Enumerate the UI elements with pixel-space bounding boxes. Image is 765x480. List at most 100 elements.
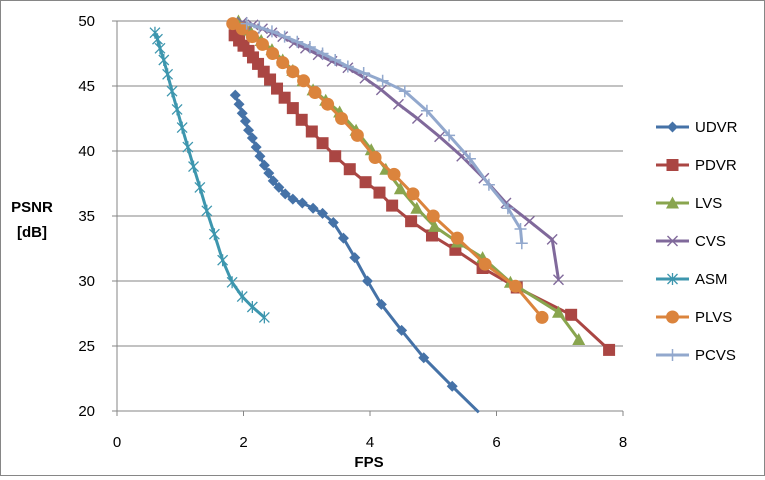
data-point-asm-1	[152, 33, 163, 46]
data-point-asm-6	[171, 103, 183, 116]
data-point-pdvr-20	[425, 229, 438, 242]
data-point-plvs-13	[387, 167, 401, 181]
data-point-pcvs-17	[514, 223, 527, 235]
data-point-pdvr-8	[271, 82, 284, 95]
data-point-asm-4	[162, 68, 174, 81]
x-tick-label-6: 6	[492, 434, 500, 451]
data-point-plvs-11	[350, 128, 364, 142]
data-point-pcvs-13	[443, 129, 456, 142]
data-point-pcvs-10	[376, 74, 389, 87]
legend-label-pdvr: PDVR	[695, 157, 737, 174]
y-tick-labels: 20 25 30 35 40 45 50	[78, 13, 95, 420]
data-point-pdvr-4	[246, 51, 259, 64]
legend-entry-cvs: CVS	[656, 233, 726, 250]
legend-swatch-marker-plvs	[666, 310, 679, 324]
y-tick-label-25: 25	[78, 338, 95, 355]
data-point-cvs-20	[552, 274, 564, 286]
data-point-pdvr-11	[295, 113, 308, 126]
series-udvr	[229, 89, 480, 414]
data-point-pdvr-17	[373, 186, 386, 199]
y-axis-title-line2: [dB]	[17, 224, 47, 241]
data-point-pcvs-14	[463, 152, 476, 165]
data-point-asm-3	[158, 54, 170, 66]
legend-label-udvr: UDVR	[695, 119, 738, 136]
data-point-pcvs-7	[329, 54, 342, 66]
data-point-udvr-11	[273, 181, 285, 193]
data-point-plvs-2	[245, 30, 259, 44]
data-point-pdvr-15	[343, 163, 356, 176]
series-line-udvr	[233, 94, 480, 414]
data-point-udvr-0	[229, 89, 241, 101]
data-point-udvr-24	[446, 380, 458, 392]
data-point-lvs-13	[393, 182, 407, 195]
legend-swatch-marker-lvs	[666, 196, 679, 209]
y-axis-title-line1: PSNR	[11, 199, 53, 216]
data-point-asm-7	[176, 121, 188, 134]
data-point-pdvr-18	[386, 199, 399, 212]
data-point-udvr-13	[287, 193, 299, 205]
data-point-pcvs-1	[253, 21, 266, 34]
x-tick-label-8: 8	[619, 434, 627, 451]
data-point-udvr-5	[246, 132, 258, 144]
data-point-plvs-18	[508, 279, 522, 293]
data-point-pcvs-3	[278, 30, 291, 43]
legend-entry-plvs: PLVS	[656, 309, 732, 326]
data-point-pdvr-9	[278, 91, 291, 104]
data-point-pdvr-5	[252, 57, 265, 70]
data-point-pcvs-18	[515, 237, 528, 250]
y-tick-label-35: 35	[78, 208, 95, 225]
data-point-udvr-7	[254, 150, 266, 162]
legend: UDVR PDVR LVS CVS ASM PLVS PCVS	[656, 119, 738, 364]
data-point-pcvs-11	[398, 85, 411, 98]
data-point-udvr-4	[243, 124, 255, 136]
data-point-plvs-3	[255, 37, 269, 51]
axes	[112, 20, 624, 416]
data-point-pdvr-7	[264, 73, 277, 86]
legend-entry-pcvs: PCVS	[656, 347, 736, 364]
data-point-asm-17	[258, 311, 270, 324]
data-point-asm-14	[226, 276, 238, 289]
x-tick-label-4: 4	[366, 434, 374, 451]
data-point-plvs-19	[535, 310, 549, 324]
data-point-plvs-4	[266, 47, 280, 60]
data-point-pdvr-12	[305, 125, 318, 138]
data-point-udvr-12	[279, 188, 291, 200]
legend-swatch-marker-udvr	[667, 121, 678, 133]
data-point-asm-5	[166, 85, 178, 98]
grid-lines	[117, 20, 623, 347]
data-point-pcvs-0	[240, 17, 253, 30]
legend-label-plvs: PLVS	[695, 309, 732, 326]
data-point-cvs-12	[392, 98, 404, 110]
data-point-pdvr-10	[286, 102, 299, 115]
data-point-lvs-20	[572, 333, 586, 345]
data-point-udvr-21	[375, 298, 387, 310]
legend-entry-udvr: UDVR	[656, 119, 738, 136]
data-point-asm-11	[201, 204, 213, 217]
data-point-plvs-8	[308, 86, 322, 99]
data-point-pcvs-12	[420, 104, 433, 117]
data-point-pdvr-19	[405, 215, 418, 228]
data-point-pcvs-15	[482, 178, 495, 191]
data-point-udvr-6	[250, 141, 262, 153]
data-point-plvs-5	[276, 56, 290, 70]
data-point-lvs-15	[428, 219, 442, 232]
data-point-pcvs-2	[265, 25, 278, 38]
data-point-plvs-12	[368, 151, 382, 164]
data-point-pdvr-16	[359, 176, 372, 189]
y-tick-label-40: 40	[78, 143, 95, 160]
data-point-pdvr-14	[329, 150, 342, 163]
legend-swatch-marker-cvs	[667, 235, 678, 247]
series-line-asm	[153, 32, 266, 319]
legend-label-cvs: CVS	[695, 233, 726, 250]
data-point-plvs-1	[235, 22, 249, 36]
data-point-plvs-15	[426, 209, 440, 223]
legend-swatch-marker-pdvr	[666, 159, 679, 171]
data-point-cvs-13	[411, 113, 423, 124]
data-point-udvr-18	[337, 232, 349, 244]
data-point-udvr-9	[263, 167, 275, 179]
data-point-cvs-18	[523, 215, 535, 227]
data-point-asm-10	[194, 181, 206, 194]
data-point-asm-15	[236, 290, 248, 303]
data-point-udvr-16	[317, 207, 329, 219]
x-axis-title: FPS	[354, 454, 383, 471]
